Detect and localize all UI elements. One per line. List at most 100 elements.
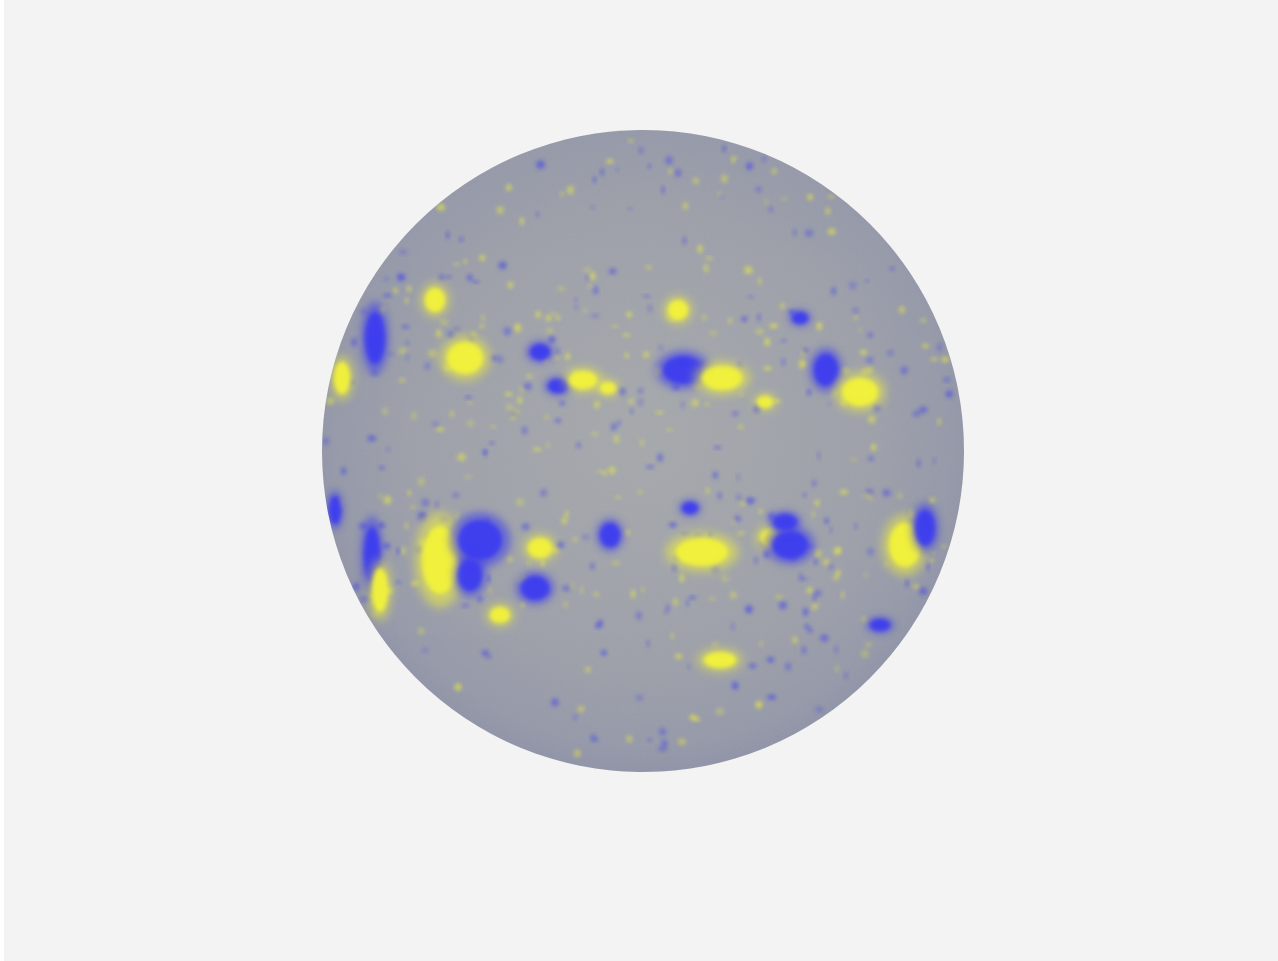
- positive-speck: [471, 332, 477, 337]
- negative-speck: [680, 401, 685, 409]
- negative-region: [814, 354, 838, 386]
- positive-speck: [655, 410, 664, 415]
- negative-speck: [828, 563, 833, 570]
- positive-speck: [744, 266, 753, 275]
- negative-speck: [590, 205, 596, 209]
- negative-speck: [593, 285, 599, 295]
- positive-speck: [692, 177, 700, 185]
- negative-region: [663, 356, 703, 384]
- negative-speck: [781, 357, 786, 367]
- negative-speck: [827, 401, 832, 406]
- negative-speck: [802, 492, 807, 498]
- negative-speck: [756, 313, 761, 322]
- positive-region: [668, 300, 688, 320]
- negative-speck: [712, 471, 718, 480]
- negative-speck: [386, 446, 390, 453]
- negative-speck: [813, 558, 818, 565]
- negative-speck: [422, 647, 428, 653]
- negative-speck: [817, 451, 821, 460]
- positive-speck: [449, 410, 454, 418]
- positive-speck: [825, 207, 831, 215]
- positive-speck: [622, 333, 631, 338]
- negative-speck: [497, 355, 504, 364]
- positive-speck: [841, 590, 845, 600]
- negative-speck: [353, 582, 360, 591]
- negative-speck: [555, 418, 562, 423]
- positive-speck: [605, 159, 614, 164]
- negative-speck: [882, 488, 891, 497]
- negative-speck: [747, 295, 754, 299]
- positive-speck: [455, 511, 460, 521]
- negative-speck: [647, 738, 652, 742]
- positive-speck: [827, 228, 836, 236]
- positive-region: [757, 396, 773, 408]
- negative-speck: [322, 437, 330, 445]
- negative-speck: [687, 664, 691, 670]
- negative-speck: [562, 584, 571, 592]
- positive-speck: [454, 683, 462, 691]
- positive-speck: [560, 192, 564, 197]
- negative-speck: [919, 587, 928, 596]
- positive-speck: [593, 592, 600, 597]
- negative-speck: [658, 746, 667, 752]
- positive-region: [447, 342, 483, 374]
- positive-region: [425, 288, 445, 312]
- negative-region: [530, 344, 550, 360]
- negative-speck: [424, 362, 431, 370]
- positive-speck: [594, 400, 600, 409]
- positive-speck: [860, 349, 867, 355]
- positive-speck: [759, 639, 763, 648]
- positive-speck: [512, 408, 520, 417]
- positive-speck: [630, 589, 636, 599]
- positive-speck: [515, 497, 525, 507]
- positive-speck: [614, 495, 622, 499]
- positive-speck: [556, 286, 566, 291]
- negative-speck: [608, 268, 617, 275]
- positive-region: [702, 366, 742, 390]
- positive-speck: [921, 343, 930, 349]
- negative-speck: [730, 622, 736, 631]
- negative-speck: [748, 498, 756, 503]
- negative-speck: [713, 445, 722, 450]
- negative-speck: [386, 352, 394, 357]
- negative-speck: [556, 541, 565, 549]
- positive-speck: [573, 749, 581, 758]
- negative-speck: [669, 522, 677, 528]
- negative-speck: [521, 426, 528, 435]
- negative-speck: [661, 740, 668, 747]
- positive-speck: [325, 397, 335, 406]
- positive-speck: [867, 415, 876, 424]
- positive-speck: [704, 402, 710, 407]
- negative-speck: [674, 168, 682, 177]
- negative-speck: [829, 526, 833, 534]
- positive-speck: [504, 392, 513, 396]
- negative-speck: [576, 442, 581, 448]
- negative-speck: [744, 605, 753, 614]
- positive-speck: [488, 586, 492, 595]
- positive-speck: [811, 603, 819, 609]
- negative-speck: [540, 489, 547, 497]
- positive-speck: [507, 281, 514, 289]
- negative-speck: [585, 275, 590, 282]
- negative-speck: [435, 501, 439, 509]
- positive-speck: [377, 493, 383, 500]
- positive-speck: [779, 197, 789, 201]
- positive-speck: [546, 442, 551, 449]
- negative-speck: [867, 332, 874, 338]
- positive-speck: [527, 561, 531, 567]
- positive-speck: [814, 549, 822, 558]
- positive-speck: [833, 547, 841, 555]
- negative-speck: [627, 207, 632, 211]
- positive-speck: [407, 490, 412, 496]
- positive-speck: [717, 191, 722, 196]
- positive-speck: [580, 586, 584, 595]
- negative-speck: [635, 694, 644, 701]
- positive-speck: [514, 323, 522, 333]
- positive-speck: [640, 439, 644, 446]
- negative-speck: [814, 589, 822, 597]
- positive-speck: [466, 420, 475, 427]
- positive-speck: [865, 366, 874, 374]
- positive-speck: [672, 598, 679, 606]
- negative-speck: [592, 176, 597, 183]
